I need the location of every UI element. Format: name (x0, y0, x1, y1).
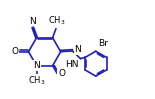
Text: N: N (33, 61, 40, 70)
Text: CH$_3$: CH$_3$ (28, 74, 45, 87)
Text: HN: HN (65, 60, 79, 69)
Text: O: O (58, 69, 65, 78)
Text: Br: Br (98, 39, 108, 48)
Text: CH$_3$: CH$_3$ (48, 15, 65, 27)
Text: O: O (11, 47, 18, 56)
Text: N: N (29, 17, 35, 26)
Text: N: N (74, 45, 81, 54)
